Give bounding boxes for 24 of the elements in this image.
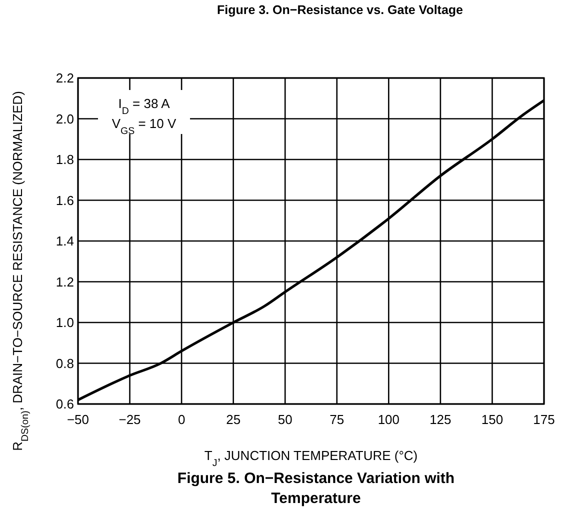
y-tick-label: 2.0 [56, 111, 74, 126]
x-tick-label: −25 [118, 412, 141, 427]
annotation: V$_{GS}$ = 10 V [112, 116, 176, 136]
x-tick-label: 0 [178, 412, 186, 427]
annotation: I$_{D}$ = 38 A [118, 96, 170, 116]
y-tick-label: 1.2 [56, 274, 74, 290]
y-tick-label: 1.0 [56, 315, 74, 330]
x-tick-label: −50 [66, 412, 90, 427]
x-tick-label: 25 [226, 412, 241, 427]
text: Figure 5. On−Resistance Variation with Temperature [177, 470, 455, 507]
x-tick-label: 175 [533, 412, 555, 427]
x-tick-label: 125 [430, 412, 452, 427]
y-tick-label: 0.8 [56, 356, 74, 371]
x-tick-label: 75 [330, 412, 344, 427]
x-tick-label: 50 [278, 412, 292, 427]
y-tick-label: 1.8 [56, 152, 74, 167]
y-tick-label: 2.2 [56, 70, 74, 86]
y-tick-label: 1.4 [56, 234, 74, 248]
x-tick-label: 150 [481, 412, 504, 427]
x-axis-title: T$_{J}$, JUNCTION TEMPERATURE (°C) [204, 448, 418, 468]
y-tick-label: 1.6 [56, 192, 74, 208]
x-tick-label: 100 [378, 412, 400, 427]
y-tick-label: 0.6 [56, 396, 74, 412]
caption: Figure 3. On−Resistance vs. Gate Voltage [216, 3, 464, 17]
